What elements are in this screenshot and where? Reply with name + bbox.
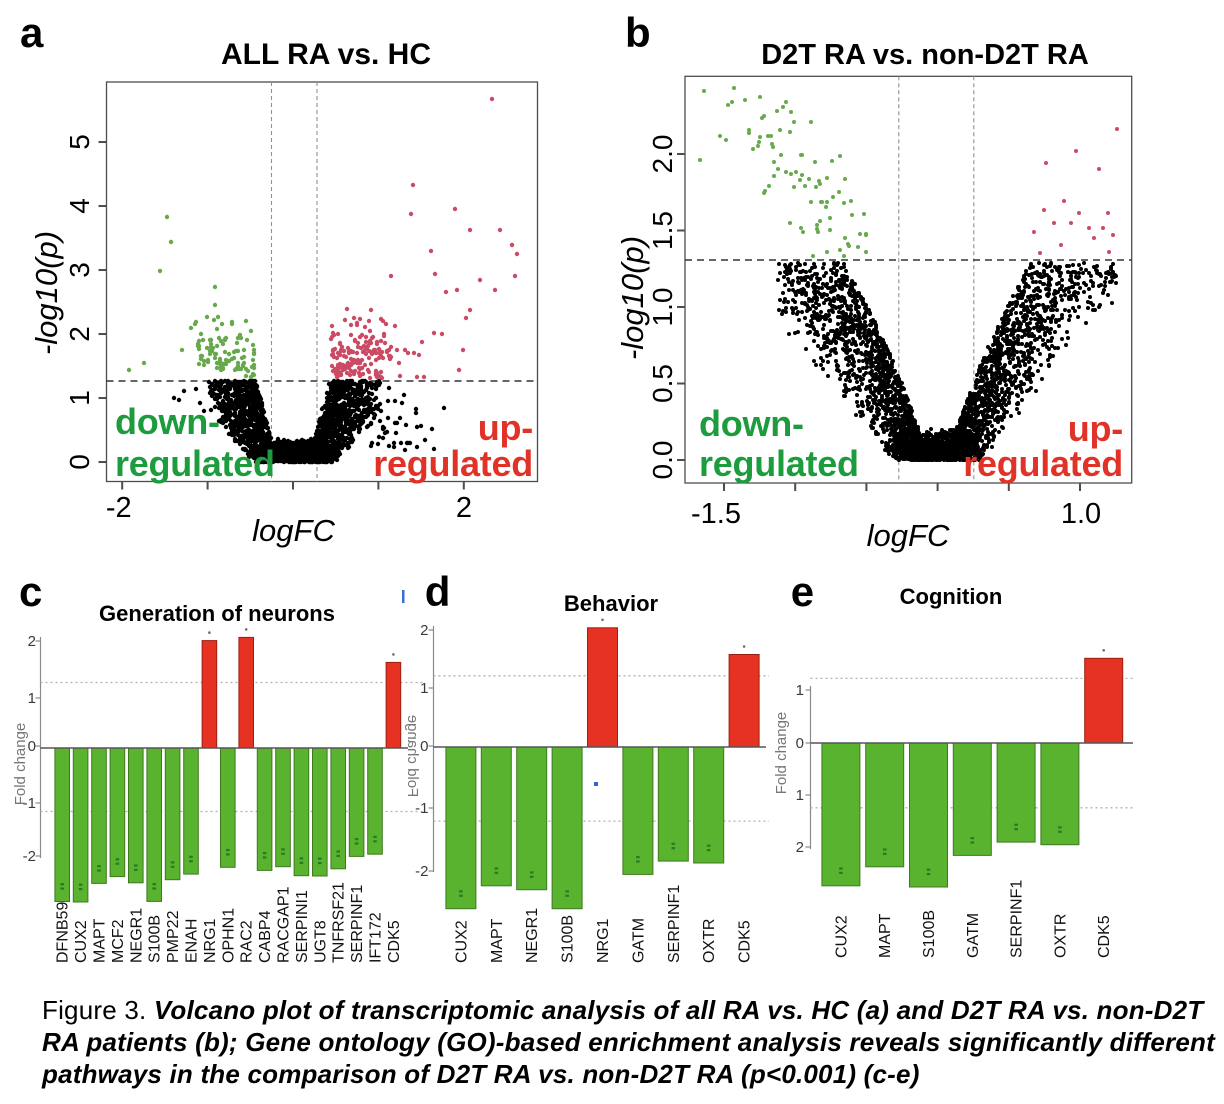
svg-text:-2: -2 xyxy=(106,492,132,524)
svg-text:Cognition: Cognition xyxy=(900,584,1003,609)
svg-text:OPHN1: OPHN1 xyxy=(220,908,237,963)
svg-text:0: 0 xyxy=(796,735,804,752)
svg-text:b: b xyxy=(625,9,651,56)
svg-text:-2: -2 xyxy=(23,848,36,865)
svg-text:UGT8: UGT8 xyxy=(312,920,329,963)
svg-text:NEGR1: NEGR1 xyxy=(128,908,145,963)
svg-text:0: 0 xyxy=(28,738,36,755)
svg-text:CDK5: CDK5 xyxy=(386,920,403,963)
svg-text:2: 2 xyxy=(796,839,804,856)
svg-text:0: 0 xyxy=(420,738,428,755)
svg-text:-1: -1 xyxy=(415,800,428,817)
svg-text:e: e xyxy=(791,568,814,615)
svg-text:SERPINF1: SERPINF1 xyxy=(666,885,683,963)
svg-text:0: 0 xyxy=(64,454,95,470)
svg-text:logFC: logFC xyxy=(867,518,950,553)
svg-text:SERPINI1: SERPINI1 xyxy=(294,890,311,963)
svg-text:D2T RA vs. non-D2T RA: D2T RA vs. non-D2T RA xyxy=(761,39,1089,71)
svg-text:1: 1 xyxy=(64,390,95,406)
svg-text:regulated: regulated xyxy=(115,443,275,484)
svg-text:RAC2: RAC2 xyxy=(239,920,256,963)
svg-text:-1: -1 xyxy=(23,795,36,812)
svg-text:2: 2 xyxy=(420,622,428,639)
svg-text:CABP4: CABP4 xyxy=(257,910,274,963)
svg-text:CUX2: CUX2 xyxy=(73,920,90,963)
svg-text:MAPT: MAPT xyxy=(489,918,506,963)
svg-text:NEGR1: NEGR1 xyxy=(524,908,541,963)
svg-text:Generation of neurons: Generation of neurons xyxy=(99,601,335,626)
svg-text:a: a xyxy=(20,9,44,56)
svg-text:MAPT: MAPT xyxy=(92,918,109,963)
svg-text:1: 1 xyxy=(796,787,804,804)
svg-text:OXTR: OXTR xyxy=(1052,914,1069,958)
svg-text:SERPINF1: SERPINF1 xyxy=(349,885,366,963)
svg-text:NRG1: NRG1 xyxy=(202,918,219,963)
svg-text:-2: -2 xyxy=(415,863,428,880)
svg-text:ALL RA vs. HC: ALL RA vs. HC xyxy=(221,38,431,71)
svg-text:CDK5: CDK5 xyxy=(1096,915,1113,958)
svg-text:1: 1 xyxy=(420,680,428,697)
svg-text:CUX2: CUX2 xyxy=(453,920,470,963)
svg-text:Behavior: Behavior xyxy=(564,591,659,616)
svg-text:1.0: 1.0 xyxy=(647,288,678,327)
svg-text:ENAH: ENAH xyxy=(184,919,201,963)
svg-text:TNFRSF21: TNFRSF21 xyxy=(331,882,348,963)
svg-text:S100B: S100B xyxy=(921,910,938,958)
svg-text:d: d xyxy=(425,568,451,615)
svg-text:S100B: S100B xyxy=(560,915,577,963)
svg-text:5: 5 xyxy=(64,134,95,150)
svg-text:0.5: 0.5 xyxy=(647,364,678,403)
svg-text:1: 1 xyxy=(796,682,804,699)
svg-text:GATM: GATM xyxy=(630,918,647,963)
svg-text:MCF2: MCF2 xyxy=(110,919,127,963)
svg-text:CUX2: CUX2 xyxy=(833,915,850,958)
svg-text:NRG1: NRG1 xyxy=(595,918,612,963)
svg-text:SERPINF1: SERPINF1 xyxy=(1009,880,1026,958)
svg-text:GATM: GATM xyxy=(965,913,982,958)
svg-text:down-: down- xyxy=(699,403,804,444)
svg-text:up-: up- xyxy=(478,407,533,448)
svg-text:up-: up- xyxy=(1068,408,1123,449)
svg-text:MAPT: MAPT xyxy=(877,913,894,958)
svg-text:Fold change: Fold change xyxy=(773,712,790,795)
svg-text:2: 2 xyxy=(64,326,95,342)
svg-text:RACGAP1: RACGAP1 xyxy=(276,886,293,963)
svg-text:-log10(p): -log10(p) xyxy=(29,231,64,355)
svg-text:DFNB59: DFNB59 xyxy=(55,902,72,963)
svg-text:Fold change: Fold change xyxy=(404,715,421,798)
svg-text:c: c xyxy=(19,568,42,615)
svg-text:regulated: regulated xyxy=(699,443,859,484)
svg-text:-1.5: -1.5 xyxy=(691,498,741,530)
svg-text:2: 2 xyxy=(456,492,472,524)
svg-text:1: 1 xyxy=(28,690,36,707)
svg-text:regulated: regulated xyxy=(373,443,533,484)
svg-text:S100B: S100B xyxy=(147,915,164,963)
svg-text:logFC: logFC xyxy=(252,513,335,548)
svg-text:Fold change: Fold change xyxy=(12,723,29,806)
svg-text:1.0: 1.0 xyxy=(1061,498,1101,530)
svg-text:1.5: 1.5 xyxy=(647,211,678,250)
svg-text:-log10(p): -log10(p) xyxy=(615,236,650,360)
svg-text:OXTR: OXTR xyxy=(701,919,718,963)
svg-text:4: 4 xyxy=(64,198,95,214)
svg-text:down-: down- xyxy=(115,401,220,442)
svg-text:PMP22: PMP22 xyxy=(165,910,182,963)
svg-text:0.0: 0.0 xyxy=(647,441,678,480)
svg-text:2: 2 xyxy=(28,633,36,650)
svg-text:regulated: regulated xyxy=(963,443,1123,484)
svg-text:IFT172: IFT172 xyxy=(368,912,385,963)
svg-text:2.0: 2.0 xyxy=(647,135,678,174)
svg-text:3: 3 xyxy=(64,262,95,278)
svg-text:CDK5: CDK5 xyxy=(737,920,754,963)
